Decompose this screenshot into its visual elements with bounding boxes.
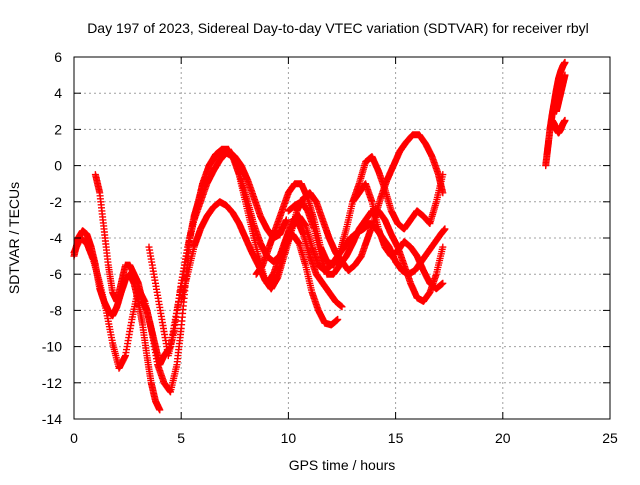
x-tick-label: 0 [70,430,78,446]
chart-title: Day 197 of 2023, Sidereal Day-to-day VTE… [87,20,589,36]
x-tick-label: 20 [495,430,511,446]
y-axis-label: SDTVAR / TECUs [6,182,22,294]
x-tick-label: 25 [602,430,618,446]
data-points [70,58,569,414]
x-tick-label: 15 [388,430,404,446]
axis-ticks: 0 5 10 15 20 25 -14 -12 -10 -8 -6 -4 -2 0 2 4 6 [42,49,618,446]
y-tick-label: 6 [54,49,62,65]
y-tick-label: -4 [50,230,63,246]
y-tick-label: 2 [54,121,62,137]
series-track-11 [546,116,569,137]
y-tick-label: -12 [42,375,62,391]
x-tick-label: 5 [177,430,185,446]
x-axis-label: GPS time / hours [289,457,396,473]
y-tick-label: -10 [42,339,62,355]
y-tick-label: -8 [50,302,63,318]
y-tick-label: -14 [42,411,62,427]
y-tick-label: -6 [50,266,63,282]
y-tick-label: 0 [54,158,62,174]
y-tick-label: -2 [50,194,63,210]
series-track-12 [552,71,569,115]
y-tick-label: 4 [54,85,62,101]
data-point-markers [546,116,569,137]
data-point-markers [349,180,447,293]
x-tick-label: 10 [281,430,297,446]
data-point-markers [552,71,569,115]
series-track-5 [177,131,447,305]
series-track-9 [349,180,447,293]
data-point-markers [177,131,447,305]
